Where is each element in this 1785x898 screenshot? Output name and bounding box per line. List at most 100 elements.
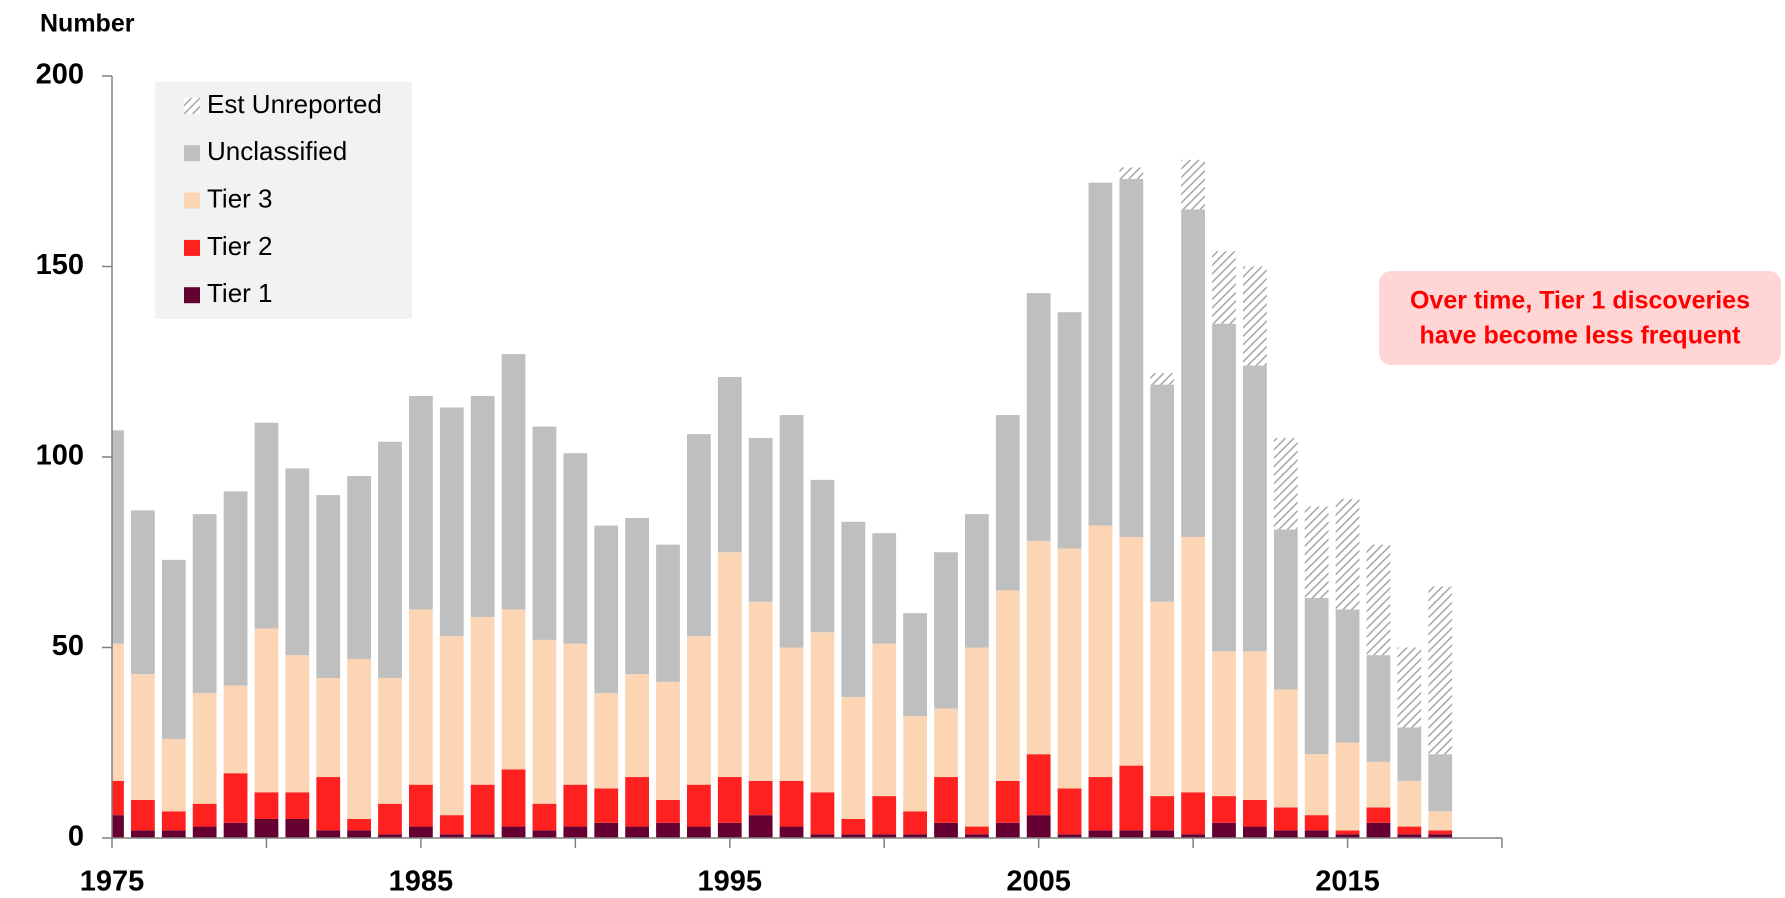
bar-segment: [1181, 834, 1206, 838]
bar-segment: [1304, 830, 1329, 838]
bar-segment: [1335, 609, 1360, 743]
legend-swatch: [184, 239, 200, 256]
y-tick-label: 100: [36, 440, 84, 472]
bar-segment: [810, 834, 835, 838]
bar-segment: [408, 784, 433, 827]
bar-segment: [1242, 651, 1267, 800]
bar-segment: [161, 738, 186, 812]
bar-segment: [563, 826, 588, 838]
bar-segment: [686, 434, 711, 637]
bar-segment: [223, 822, 248, 838]
bar-segment: [285, 655, 310, 793]
bar-segment: [1428, 586, 1453, 755]
bar-segment: [223, 685, 248, 774]
bar-segment: [563, 453, 588, 644]
y-tick-label: 0: [68, 821, 84, 853]
bar-segment: [254, 422, 279, 629]
bar-segment: [1181, 159, 1206, 210]
bar-segment: [1057, 834, 1082, 838]
bar-segment: [594, 822, 619, 838]
bar-segment: [1026, 293, 1051, 541]
bar-segment: [192, 826, 217, 838]
bar-segment: [501, 354, 526, 610]
bar-segment: [1181, 209, 1206, 538]
bar-segment: [316, 495, 341, 678]
legend-swatch: [184, 192, 200, 209]
bar-segment: [112, 780, 124, 816]
bar-segment: [1119, 537, 1144, 766]
bar-segment: [1119, 178, 1144, 538]
bar-segment: [1397, 780, 1422, 827]
x-tick-label: 2005: [1006, 866, 1071, 898]
bar-segment: [316, 830, 341, 838]
bar-segment: [903, 716, 928, 812]
bar-segment: [470, 396, 495, 618]
bar-segment: [1181, 537, 1206, 793]
bar-segment: [872, 834, 897, 838]
bar-segment: [161, 830, 186, 838]
bar-segment: [470, 617, 495, 785]
bar-segment: [1057, 312, 1082, 549]
bar-segment: [532, 803, 557, 831]
bar-segment: [717, 822, 742, 838]
bar-segment: [1273, 437, 1298, 530]
bar-segment: [686, 784, 711, 827]
bar-segment: [779, 415, 804, 648]
bar-segment: [1304, 754, 1329, 816]
bar-segment: [625, 777, 650, 827]
bar-segment: [872, 643, 897, 797]
bar-segment: [1428, 834, 1453, 838]
bar-segment: [112, 643, 124, 781]
bar-segment: [995, 780, 1020, 823]
bar-segment: [779, 826, 804, 838]
bar-segment: [934, 822, 958, 838]
bar-segment: [1428, 754, 1453, 812]
bar-segment: [1026, 754, 1051, 816]
bars: [112, 159, 1453, 838]
bar-segment: [1119, 167, 1144, 179]
bar-segment: [192, 693, 217, 804]
bar-segment: [1397, 834, 1422, 838]
bar-segment: [810, 632, 835, 793]
bar-segment: [1212, 651, 1236, 797]
bar-segment: [470, 784, 495, 835]
bar-segment: [378, 803, 402, 835]
bar-segment: [347, 830, 372, 838]
bar-segment: [378, 441, 402, 678]
bar-segment: [285, 468, 310, 656]
bar-segment: [439, 815, 464, 835]
bar-segment: [439, 834, 464, 838]
bar-segment: [872, 533, 897, 644]
legend-swatch: [184, 287, 200, 304]
bar-segment: [1397, 647, 1422, 728]
bar-segment: [408, 609, 433, 785]
bar-segment: [995, 415, 1020, 591]
bar-segment: [1057, 788, 1082, 835]
bar-segment: [1397, 826, 1422, 835]
bar-segment: [439, 636, 464, 816]
bar-segment: [594, 693, 619, 789]
bar-segment: [223, 773, 248, 823]
bar-segment: [285, 818, 310, 838]
bar-segment: [378, 677, 402, 804]
bar-segment: [192, 514, 217, 694]
bar-segment: [1119, 765, 1144, 831]
bar-segment: [130, 674, 155, 800]
bar-segment: [656, 822, 680, 838]
bar-segment: [501, 609, 526, 770]
bar-segment: [717, 552, 742, 778]
bar-segment: [779, 780, 804, 827]
bar-segment: [347, 476, 372, 659]
bar-segment: [347, 818, 372, 831]
bar-segment: [748, 437, 773, 602]
bar-segment: [903, 613, 928, 717]
bar-segment: [717, 777, 742, 823]
bar-segment: [1304, 815, 1329, 831]
bar-segment: [686, 826, 711, 838]
bar-segment: [1181, 792, 1206, 835]
annotation-box: [1379, 271, 1781, 365]
legend-label: Tier 1: [207, 278, 273, 308]
bar-segment: [1335, 498, 1360, 610]
y-tick-label: 150: [36, 249, 84, 281]
